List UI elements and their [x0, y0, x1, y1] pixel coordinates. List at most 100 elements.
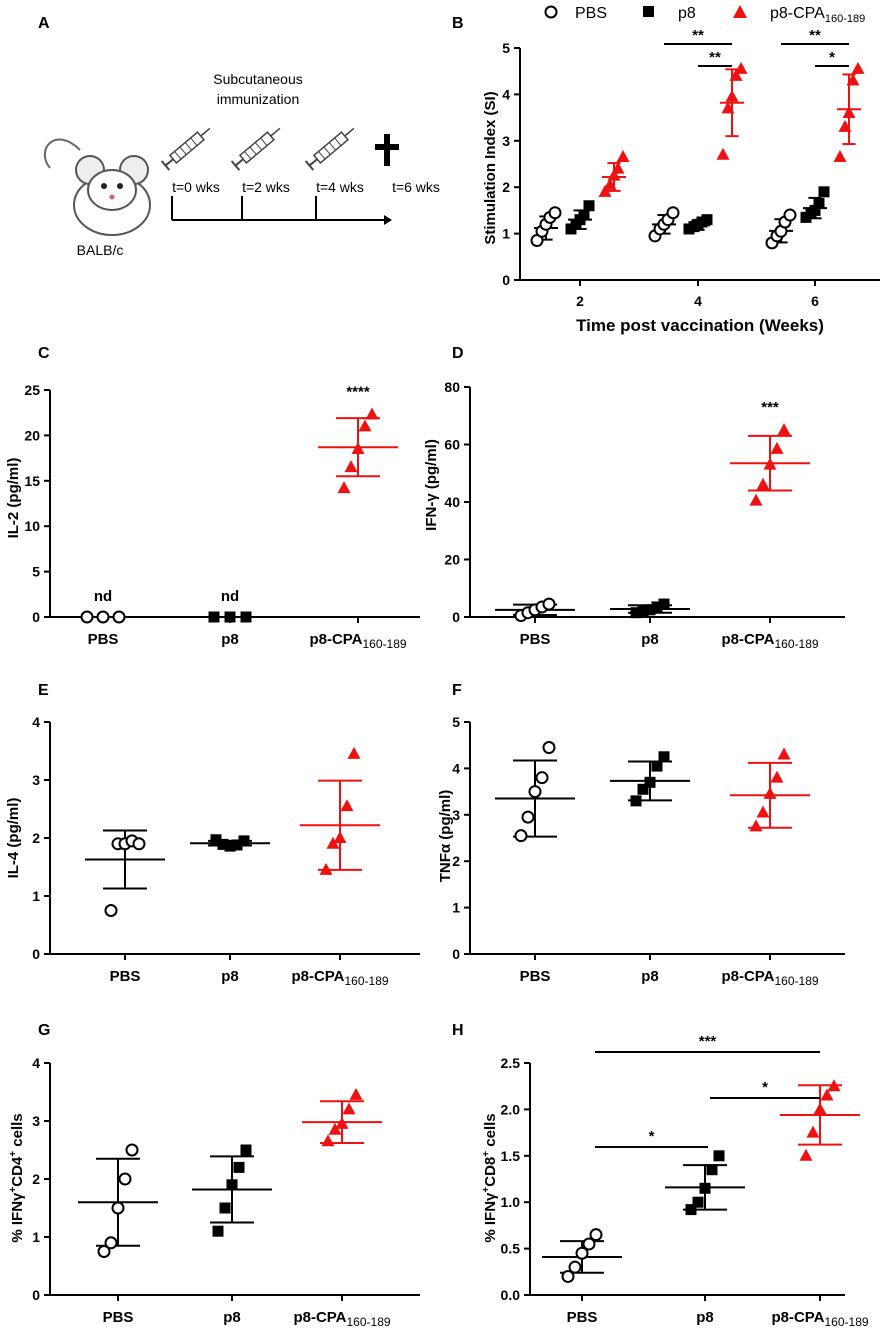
g-category-sub: 160-189 — [347, 1315, 391, 1329]
h-point-1 — [692, 1196, 704, 1208]
d-point-1 — [658, 598, 670, 610]
c-point-1 — [240, 611, 252, 623]
c-category-main: p8-CPA — [309, 631, 362, 648]
b-category-label: 2 — [576, 293, 584, 309]
b-point-p8 — [818, 186, 830, 198]
f-point-0 — [542, 741, 556, 755]
b-sig-label: ** — [809, 27, 821, 44]
f-point-1 — [644, 776, 656, 788]
h-point-2 — [820, 1088, 834, 1101]
legend-label-cpa-sub: 160-189 — [825, 13, 865, 25]
c-point-2 — [351, 442, 365, 455]
h-point-1 — [685, 1204, 697, 1216]
h-point-0 — [568, 1260, 582, 1274]
e-point-1 — [231, 839, 243, 851]
y-tick-label: 2 — [452, 853, 460, 869]
y-tick-label: 1 — [452, 900, 460, 916]
schematic: Subcutaneous immunization BALB/c t=0 wks… — [43, 71, 440, 258]
panel-g-axes: 0 1 2 3 4 — [32, 1055, 420, 1303]
h-ylabel-part4: cells — [482, 1113, 499, 1151]
y-tick-label: 20 — [24, 427, 40, 443]
d-annotation: *** — [761, 399, 779, 416]
f-category-label: p8 — [641, 968, 659, 985]
legend-label-cpa-main: p8-CPA — [770, 5, 825, 22]
e-point-0 — [104, 904, 118, 917]
y-tick-label: 5 — [502, 40, 510, 56]
e-point-2 — [333, 831, 347, 843]
y-tick-label: 1.5 — [501, 1148, 521, 1164]
e-ylabel: IL-4 (pg/ml) — [5, 798, 22, 879]
g-ylabel-part1: + — [8, 1187, 19, 1193]
y-tick-label: 5 — [32, 564, 40, 580]
e-category-sub: 160-189 — [345, 974, 389, 988]
schematic-title-line2: immunization — [217, 91, 299, 107]
b-point-p8-cpa160-189 — [734, 61, 748, 74]
y-tick-label: 4 — [32, 1055, 40, 1071]
c-point-1 — [208, 611, 220, 623]
g-ylabel-part4: cells — [9, 1113, 26, 1151]
f-point-2 — [770, 770, 784, 783]
b-point-p8 — [583, 200, 595, 212]
h-category-label: PBS — [567, 1309, 598, 1326]
c-point-2 — [337, 481, 351, 494]
e-point-0 — [132, 837, 146, 851]
g-category-label: p8 — [223, 1309, 241, 1326]
panel-label-d: D — [452, 345, 464, 362]
c-category-label: PBS — [88, 631, 119, 648]
h-ylabel-part1: + — [481, 1187, 492, 1193]
f-category-main: p8 — [641, 968, 659, 985]
y-tick-label: 0 — [32, 609, 40, 625]
y-tick-label: 60 — [444, 437, 460, 453]
b-point-p8-cpa160-189 — [833, 150, 847, 163]
y-tick-label: 5 — [452, 714, 460, 730]
g-point-0 — [104, 1236, 118, 1250]
panel-label-a: A — [38, 15, 50, 32]
f-point-1 — [658, 751, 670, 763]
g-point-2 — [335, 1116, 349, 1129]
h-category-label: p8 — [696, 1309, 714, 1326]
panel-f-axes: 0 1 2 3 4 5 — [452, 714, 845, 962]
b-point-p8 — [701, 214, 713, 226]
g-point-1 — [240, 1144, 252, 1156]
f-point-2 — [756, 805, 770, 818]
b-point-p8-cpa160-189 — [716, 147, 730, 160]
e-point-2 — [326, 836, 340, 849]
b-point-pbs — [666, 206, 680, 220]
panel-label-h: H — [452, 1022, 464, 1039]
g-point-2 — [328, 1122, 342, 1135]
panel-h-axes: 0.0 0.5 1.0 1.5 2.0 2.5 — [501, 1055, 845, 1303]
f-category-main: PBS — [520, 968, 551, 985]
d-ylabel: IFN-γ (pg/ml) — [423, 439, 440, 531]
timeline-arrow-icon — [384, 215, 392, 225]
c-category-main: p8 — [221, 631, 239, 648]
syringe-icon — [304, 127, 355, 171]
d-category-label: PBS — [520, 631, 551, 648]
e-category-label: p8 — [221, 968, 239, 985]
h-point-2 — [806, 1125, 820, 1138]
e-point-2 — [347, 746, 361, 759]
y-tick-label: 2.0 — [501, 1101, 521, 1117]
y-tick-label: 15 — [24, 473, 40, 489]
d-point-0 — [542, 597, 556, 611]
legend-marker-cpa — [733, 5, 747, 18]
y-tick-label: 3 — [32, 772, 40, 788]
d-point-2 — [763, 457, 777, 470]
panel-label-g: G — [38, 1022, 50, 1039]
panel-label-b: B — [452, 15, 464, 32]
y-tick-label: 2 — [32, 1171, 40, 1187]
h-point-2 — [799, 1148, 813, 1161]
g-point-0 — [125, 1143, 139, 1157]
legend-marker-p8 — [643, 6, 654, 17]
d-point-1 — [651, 601, 663, 613]
b-point-p8-cpa160-189 — [721, 101, 735, 114]
d-category-main: PBS — [520, 631, 551, 648]
g-point-1 — [212, 1225, 224, 1237]
e-point-1 — [210, 834, 222, 846]
b-point-p8-cpa160-189 — [729, 68, 743, 81]
g-category-label: p8-CPA160-189 — [293, 1309, 390, 1329]
c-category-label: p8-CPA160-189 — [309, 631, 406, 651]
h-ylabel-part3: + — [481, 1151, 492, 1157]
y-tick-label: 3 — [452, 807, 460, 823]
d-category-main: p8-CPA — [721, 631, 774, 648]
e-category-label: p8-CPA160-189 — [291, 968, 388, 988]
